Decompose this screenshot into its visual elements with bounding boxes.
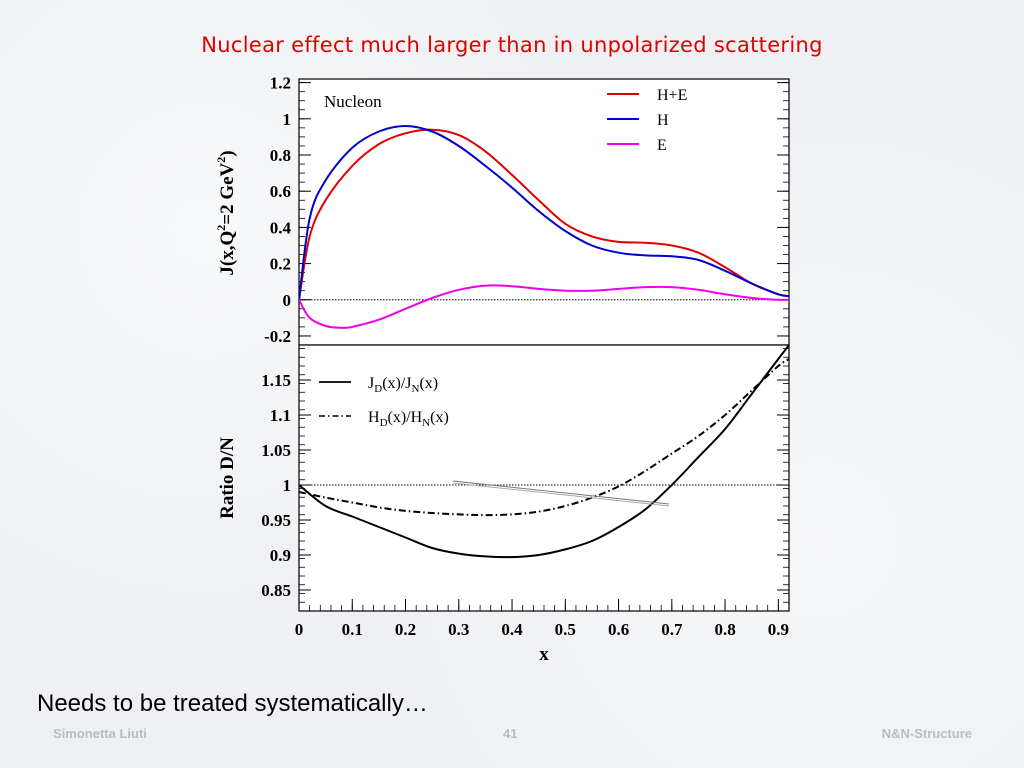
footer-author: Simonetta Liuti bbox=[53, 726, 147, 741]
y-tick-label: 0.8 bbox=[270, 146, 291, 165]
xlabel: x bbox=[539, 644, 549, 665]
y-tick-label: 1 bbox=[283, 110, 292, 129]
top-axis-ticks: 1.2 1 0.8 0.6 0.4 0.2 0 -0.2 bbox=[264, 74, 789, 346]
legend-label-e: E bbox=[657, 137, 667, 154]
bottom-axis-ticks: 1.15 1.1 1.05 1 0.95 0.9 0.85 0 0.1 0.2 0.3 0.4 0.5 0… bbox=[261, 348, 790, 639]
bottom-legend: JD(x)/JN(x) HD(x)/HN(x) bbox=[319, 375, 449, 429]
x-tick-label: 0.2 bbox=[395, 620, 416, 639]
y-tick-label: 0.2 bbox=[270, 255, 291, 274]
annotation-line bbox=[452, 480, 670, 505]
series-line-e bbox=[299, 284, 789, 329]
x-tick-label: 0.7 bbox=[661, 620, 683, 639]
y-tick-label: 1.2 bbox=[270, 74, 291, 93]
top-legend: H+E H E bbox=[607, 87, 687, 154]
y-tick-label: 1.1 bbox=[270, 406, 291, 425]
legend-label-he: H+E bbox=[657, 87, 687, 104]
x-tick-label: 0.3 bbox=[448, 620, 469, 639]
legend-label-h: H bbox=[657, 112, 669, 129]
y-tick-label: 0.9 bbox=[270, 546, 291, 565]
y-tick-label: 0.95 bbox=[261, 511, 291, 530]
footer-page-number: 41 bbox=[503, 726, 518, 741]
series-line-hd-x-hn-x- bbox=[299, 358, 789, 517]
series-line-h-e bbox=[299, 128, 789, 300]
legend-label-jd: JD(x)/JN(x) bbox=[368, 375, 438, 395]
footer-topic: N&N-Structure bbox=[881, 726, 972, 741]
series-line-h bbox=[299, 124, 789, 300]
x-tick-label: 0 bbox=[295, 620, 304, 639]
y-tick-label: -0.2 bbox=[264, 327, 291, 346]
legend-label-hd: HD(x)/HN(x) bbox=[368, 409, 449, 429]
x-tick-label: 0.9 bbox=[768, 620, 789, 639]
figure: 1.2 1 0.8 0.6 0.4 0.2 0 -0.2 1.15 1.1 1.05 1 0.95 0.… bbox=[195, 70, 805, 670]
bottom-ylabel: Ratio D/N bbox=[217, 437, 238, 519]
x-tick-label: 0.5 bbox=[555, 620, 576, 639]
slide-note: Needs to be treated systematically… bbox=[37, 690, 428, 717]
bottom-panel-frame bbox=[298, 344, 790, 612]
x-tick-label: 0.8 bbox=[714, 620, 735, 639]
slide-title: Nuclear effect much larger than in unpol… bbox=[201, 33, 823, 57]
top-panel-frame bbox=[298, 78, 790, 346]
y-tick-label: 1.05 bbox=[261, 441, 291, 460]
y-tick-label: 0.4 bbox=[270, 218, 292, 237]
y-tick-label: 0 bbox=[283, 291, 292, 310]
y-tick-label: 1.15 bbox=[261, 371, 291, 390]
x-tick-label: 0.6 bbox=[608, 620, 629, 639]
top-ylabel: J(x,Q2=2 GeV2) bbox=[214, 150, 238, 275]
ratio-chart: 1.2 1 0.8 0.6 0.4 0.2 0 -0.2 1.15 1.1 1.05 1 0.95 0.… bbox=[214, 74, 790, 665]
y-tick-label: 0.85 bbox=[261, 581, 291, 600]
x-tick-label: 0.4 bbox=[501, 620, 523, 639]
x-tick-label: 0.1 bbox=[342, 620, 363, 639]
panel-label-nucleon: Nucleon bbox=[324, 92, 382, 111]
top-series-group bbox=[299, 124, 789, 329]
annotation-line-shadow bbox=[452, 482, 670, 507]
y-tick-label: 1 bbox=[283, 476, 292, 495]
bottom-series-group bbox=[299, 345, 789, 559]
y-tick-label: 0.6 bbox=[270, 182, 291, 201]
series-line-jd-x-jn-x- bbox=[299, 345, 789, 559]
